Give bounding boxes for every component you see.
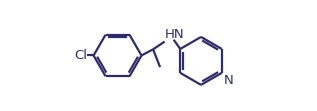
- Text: Cl: Cl: [74, 49, 87, 62]
- Text: HN: HN: [165, 28, 185, 41]
- Text: N: N: [223, 74, 233, 87]
